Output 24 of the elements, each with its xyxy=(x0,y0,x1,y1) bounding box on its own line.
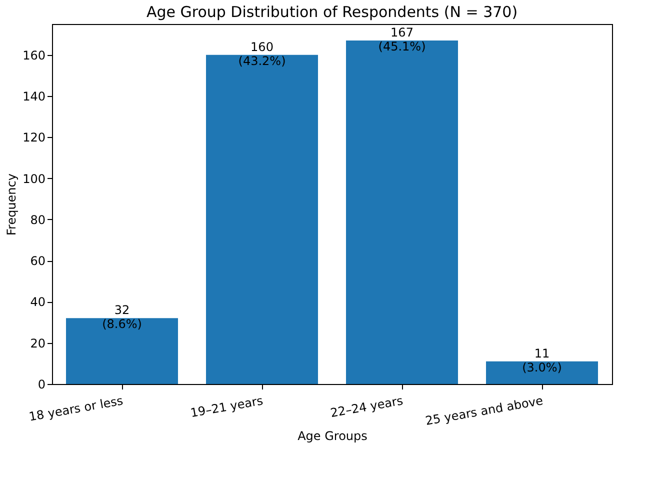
y-tick-label: 0 xyxy=(38,378,46,392)
y-tick-label: 160 xyxy=(22,48,46,62)
y-tick-label: 60 xyxy=(30,254,46,268)
y-tick-label: 40 xyxy=(30,295,46,310)
chart-title: Age Group Distribution of Respondents (N = 370) xyxy=(146,3,518,21)
y-tick-label: 80 xyxy=(30,212,46,227)
data-label: 11 (3.0%) xyxy=(522,346,562,374)
data-label: 160 (43.2%) xyxy=(238,40,286,68)
data-label: 167 (45.1%) xyxy=(378,25,426,54)
x-tick-label: 19–21 years xyxy=(189,394,264,420)
bar xyxy=(66,318,178,384)
bar xyxy=(346,40,458,384)
bar xyxy=(206,54,318,384)
x-tick-label: 25 years and above xyxy=(424,394,544,428)
data-label: 32 (8.6%) xyxy=(102,303,142,332)
y-tick-label: 120 xyxy=(22,130,46,145)
y-tick-label: 20 xyxy=(30,336,46,350)
y-tick-label: 100 xyxy=(22,172,46,186)
y-axis-title: Frequency xyxy=(4,174,19,236)
x-tick-label: 22–24 years xyxy=(329,394,404,420)
x-axis-title: Age Groups xyxy=(298,429,368,444)
y-tick-label: 140 xyxy=(22,90,46,104)
bar xyxy=(486,361,598,384)
x-tick-label: 18 years or less xyxy=(28,394,124,424)
